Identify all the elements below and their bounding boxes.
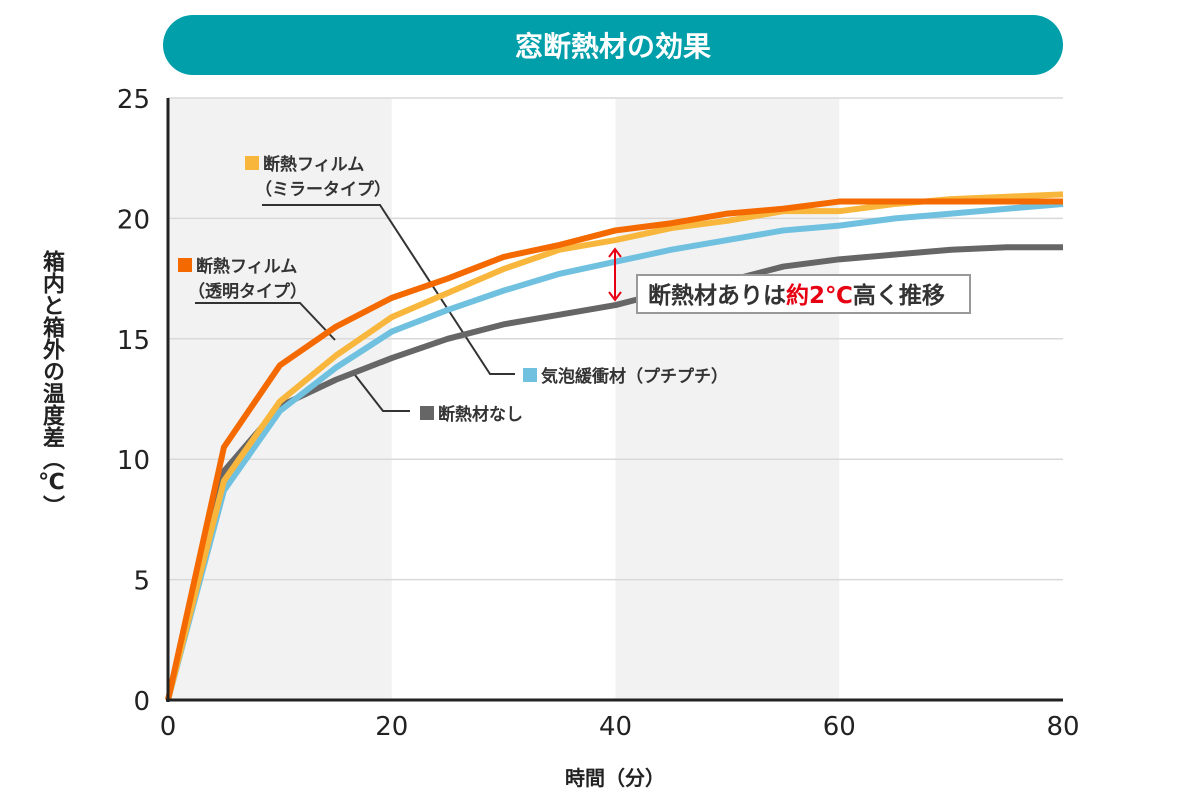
legend-label: 気泡緩衝材（プチプチ） <box>540 366 728 387</box>
arrow-head-down <box>608 291 622 302</box>
arrow-head-up <box>608 247 622 258</box>
annotation-text-before: 断熱材ありは <box>648 282 786 309</box>
series-line <box>165 198 1063 701</box>
x-tick-label: 80 <box>1046 712 1079 742</box>
leader-line <box>354 374 410 412</box>
legend-swatch <box>420 406 434 420</box>
legend-label: 断熱フィルム <box>263 154 364 175</box>
y-axis-label: 箱内と箱外の温度差（℃） <box>39 250 64 517</box>
y-tick-label: 25 <box>117 85 150 115</box>
x-tick-label: 20 <box>375 712 408 742</box>
leader-line <box>262 204 515 375</box>
x-tick-label: 60 <box>823 712 856 742</box>
chart-title: 窓断熱材の効果 <box>163 15 1063 75</box>
legend-swatch <box>245 156 259 170</box>
legend-label: 断熱フィルム <box>196 256 297 277</box>
annotation-box <box>636 274 971 314</box>
legend-swatch <box>523 368 537 382</box>
series-line <box>165 244 1063 701</box>
y-tick-label: 5 <box>133 567 150 597</box>
legend-swatch <box>178 258 192 272</box>
y-tick-label: 0 <box>133 687 150 717</box>
legend-label: （ミラータイプ） <box>255 179 391 200</box>
legend-label: （透明タイプ） <box>188 281 307 302</box>
x-tick-label: 0 <box>160 712 177 742</box>
y-tick-label: 10 <box>117 446 150 476</box>
legend-label: 断熱材なし <box>438 404 523 425</box>
x-axis-label: 時間（分） <box>565 766 665 790</box>
x-tick-label: 40 <box>599 712 632 742</box>
annotation-text-after: 高く推移 <box>853 282 945 309</box>
annotation-text: 断熱材ありは約2℃高く推移 <box>648 282 945 309</box>
y-tick-label: 20 <box>117 205 150 235</box>
shaded-band <box>615 98 840 700</box>
y-tick-label: 15 <box>117 326 150 356</box>
annotation-text-highlight: 約2℃ <box>786 282 853 309</box>
leader-line <box>195 302 336 341</box>
